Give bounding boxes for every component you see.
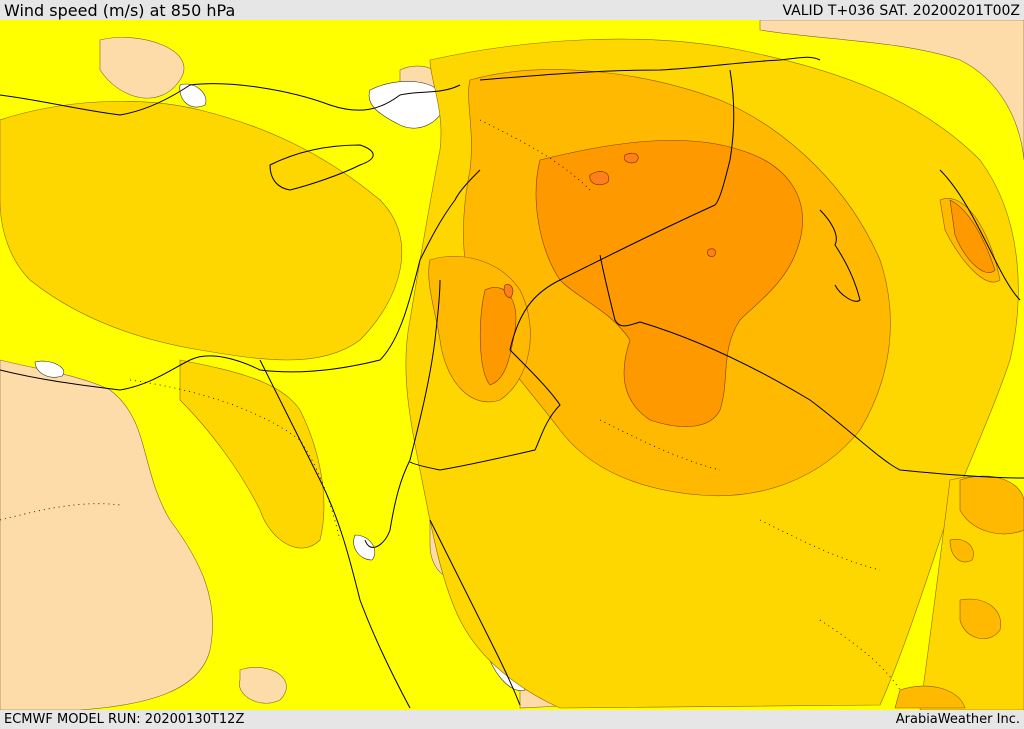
model-run: ECMWF MODEL RUN: 20200130T12Z [4,712,245,727]
wind-speed-map [0,20,1024,710]
footer-bar [0,710,1024,729]
valid-time: VALID T+036 SAT. 20200201T00Z [782,3,1020,19]
band-4-areas [479,140,996,427]
dotted-contours [0,119,901,691]
chart-title: Wind speed (m/s) at 850 hPa [4,1,236,20]
coastlines [0,56,1024,709]
header-bar [0,0,1024,20]
band-5-areas [503,152,716,299]
credit-text: ArabiaWeather Inc. [895,712,1020,727]
